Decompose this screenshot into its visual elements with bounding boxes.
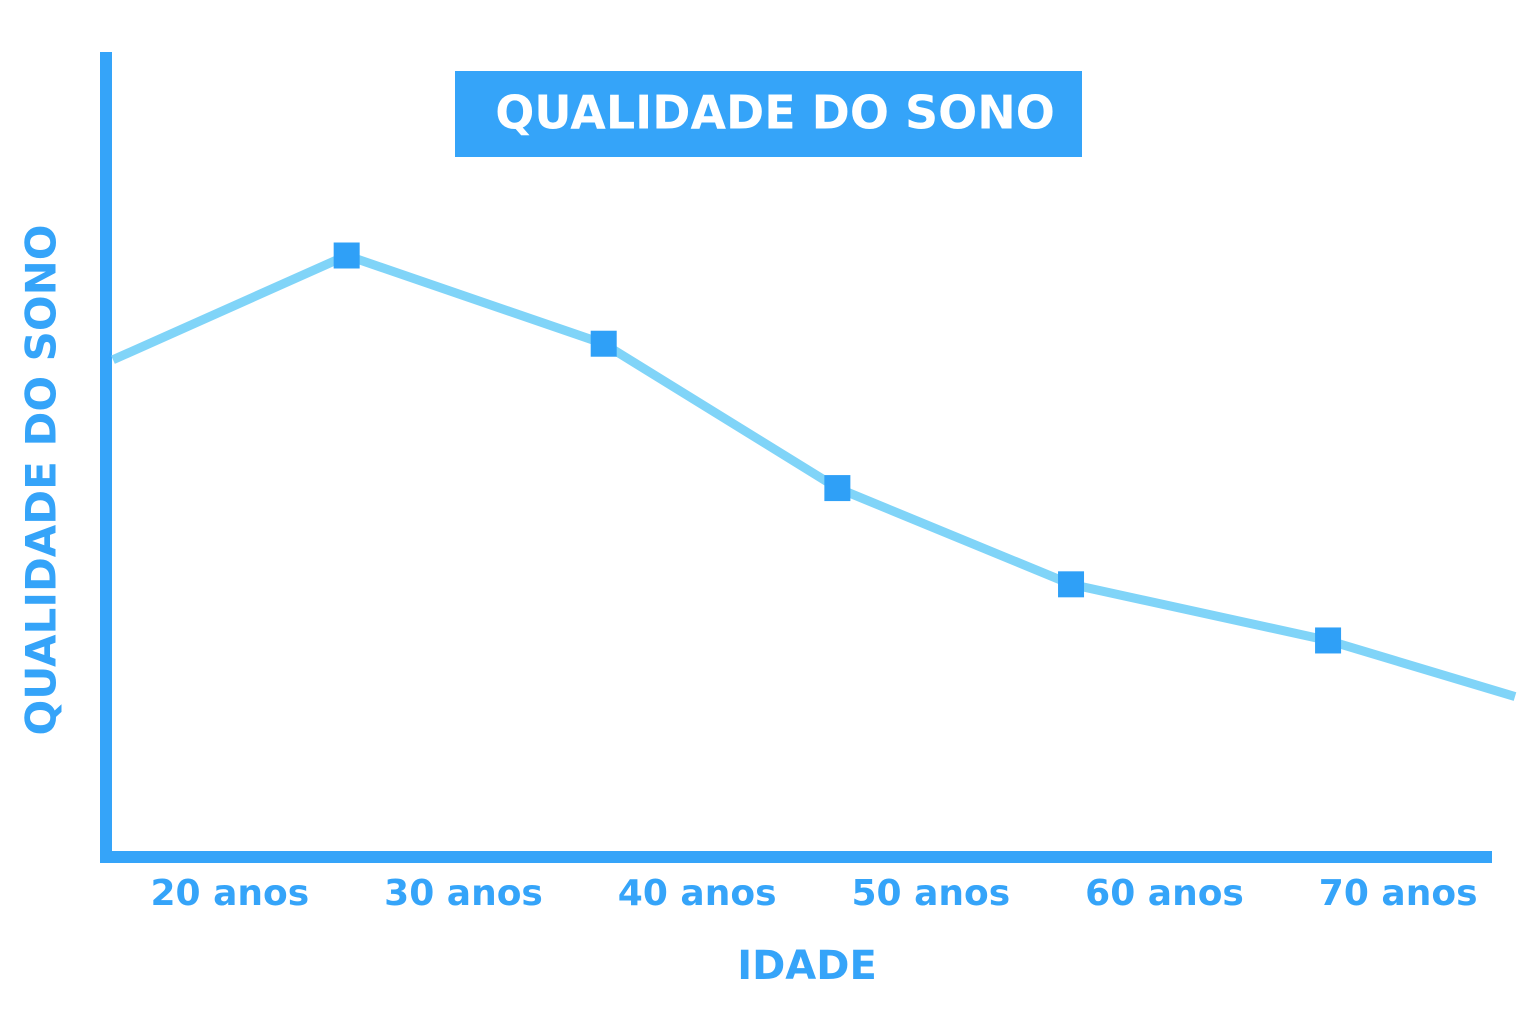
x-tick-label: 70 anos [1319,873,1478,914]
x-axis-label: IDADE [737,943,877,989]
x-tick-label: 40 anos [618,873,777,914]
x-tick-label: 20 anos [150,873,309,914]
marker [1315,627,1342,654]
marker [333,242,360,269]
marker [590,330,617,357]
x-tick-label: 60 anos [1085,873,1244,914]
title-box [455,71,1082,157]
y-axis-label: QUALIDADE DO SONO [17,225,66,736]
marker [1058,571,1085,598]
x-tick-label: 50 anos [851,873,1010,914]
marker [824,475,851,502]
chart-title: QUALIDADE DO SONO [495,86,1055,140]
x-tick-label: 30 anos [384,873,543,914]
